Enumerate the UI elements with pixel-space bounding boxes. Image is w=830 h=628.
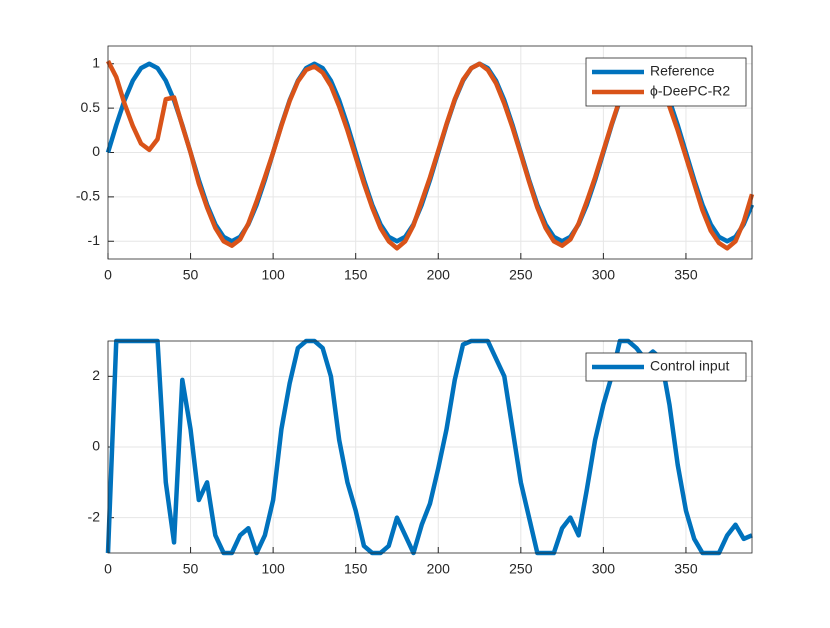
y-tick-label: 0.5 [81,99,101,115]
x-tick-label: 250 [509,561,533,577]
x-tick-label: 150 [344,561,368,577]
y-tick-label: 0 [92,143,100,159]
x-tick-label: 350 [674,561,698,577]
x-tick-label: 50 [183,561,199,577]
x-tick-label: 200 [427,267,451,283]
axes-box [107,340,753,554]
legend-label: Control input [650,358,729,374]
x-tick-label: 100 [261,267,285,283]
x-tick-label: 100 [261,561,285,577]
x-tick-label: 350 [674,267,698,283]
x-tick-label: 300 [592,561,616,577]
x-tick-label: 250 [509,267,533,283]
x-tick-label: 0 [104,561,112,577]
x-tick-label: 200 [427,561,451,577]
legend-box [585,57,747,107]
y-tick-label: 1 [92,54,100,70]
y-tick-label: 0 [92,438,100,454]
y-tick-label: -2 [88,508,101,524]
y-tick-label: 2 [92,367,100,383]
x-tick-label: 150 [344,267,368,283]
axes-box [107,45,753,260]
x-tick-label: 0 [104,267,112,283]
y-tick-label: -0.5 [76,188,100,204]
x-tick-label: 50 [183,267,199,283]
legend-label: Reference [650,63,715,79]
legend-label: ϕ-DeePC-R2 [650,83,730,99]
x-tick-label: 300 [592,267,616,283]
y-tick-label: -1 [88,232,101,248]
